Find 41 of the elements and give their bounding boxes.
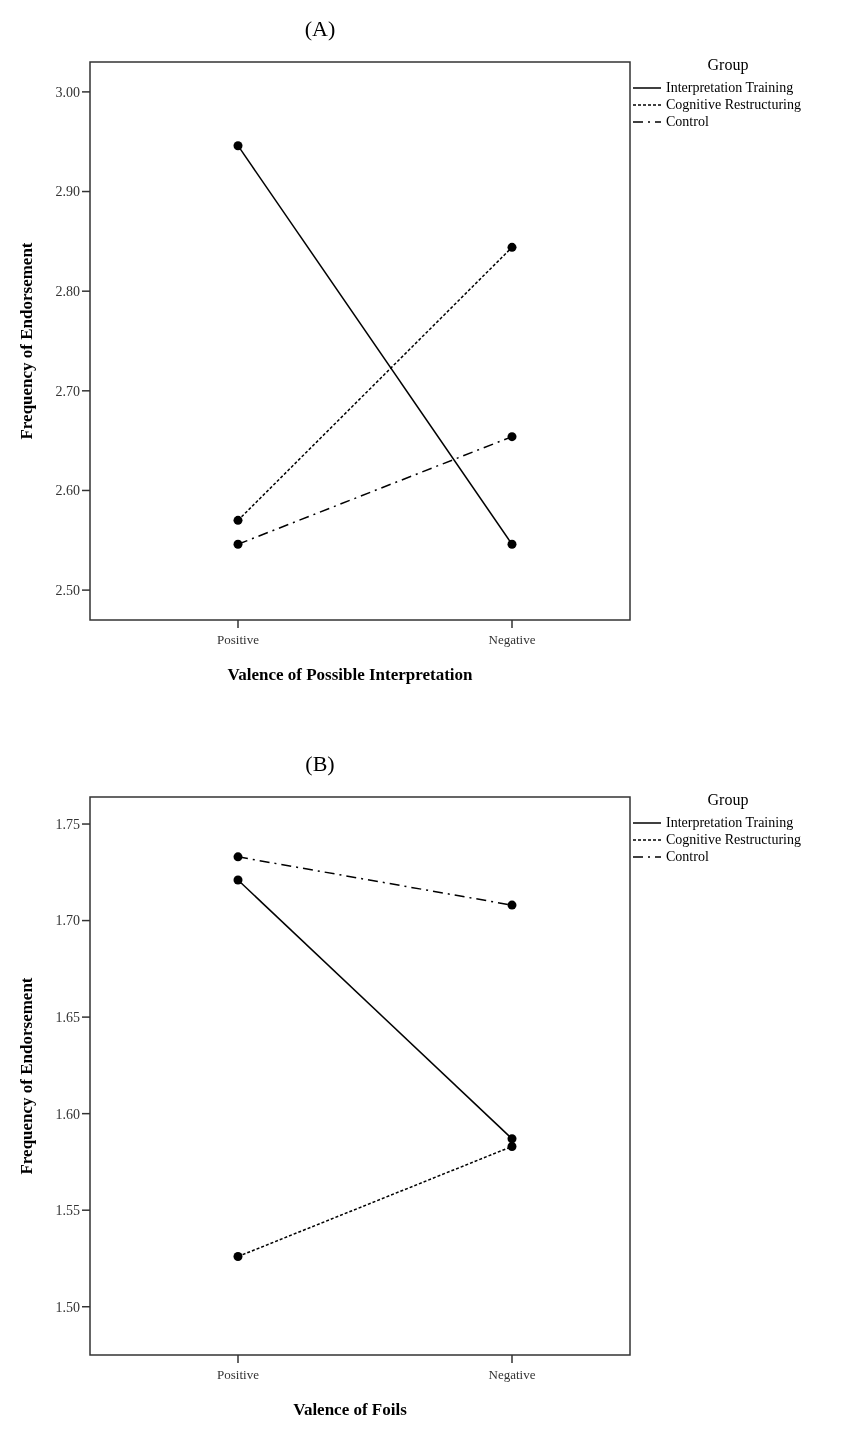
y-axis-title: Frequency of Endorsement [17, 242, 36, 440]
point [507, 432, 517, 442]
x-tick-label: Positive [217, 1367, 260, 1382]
point [233, 539, 243, 549]
legend-label: Cognitive Restructuring [666, 97, 801, 112]
y-tick-label: 1.65 [55, 1010, 80, 1026]
legend-title: Group [707, 791, 749, 809]
chart-title: (B) [305, 751, 335, 776]
x-tick-label: Negative [488, 632, 536, 647]
y-tick-label: 2.80 [55, 284, 80, 300]
x-tick-label: Negative [488, 1367, 536, 1382]
y-tick-label: 1.55 [55, 1203, 80, 1219]
point [233, 852, 243, 862]
point [507, 539, 517, 549]
y-tick-label: 1.70 [55, 913, 80, 929]
legend-label: Control [666, 849, 709, 864]
x-axis-title: Valence of Foils [293, 1400, 408, 1419]
x-axis-title: Valence of Possible Interpretation [227, 665, 474, 684]
x-tick-label: Positive [217, 632, 260, 647]
legend-label: Control [666, 114, 709, 129]
point [507, 900, 517, 910]
point [233, 1252, 243, 1262]
legend-label: Cognitive Restructuring [666, 832, 801, 847]
chart-title: (A) [304, 16, 336, 41]
y-tick-label: 1.50 [55, 1299, 80, 1315]
point [233, 875, 243, 885]
y-tick-label: 3.00 [55, 84, 80, 100]
y-tick-label: 2.90 [55, 184, 80, 200]
point [233, 515, 243, 525]
point [507, 1141, 517, 1151]
legend-label: Interpretation Training [666, 80, 794, 95]
y-tick-label: 2.50 [55, 583, 80, 599]
y-tick-label: 2.70 [55, 383, 80, 399]
y-tick-label: 2.60 [55, 483, 80, 499]
y-tick-label: 1.60 [55, 1106, 80, 1122]
point [233, 141, 243, 151]
y-axis-title: Frequency of Endorsement [17, 977, 36, 1175]
point [507, 242, 517, 252]
legend-title: Group [707, 56, 749, 74]
y-tick-label: 1.75 [55, 816, 80, 832]
legend-label: Interpretation Training [666, 815, 794, 830]
